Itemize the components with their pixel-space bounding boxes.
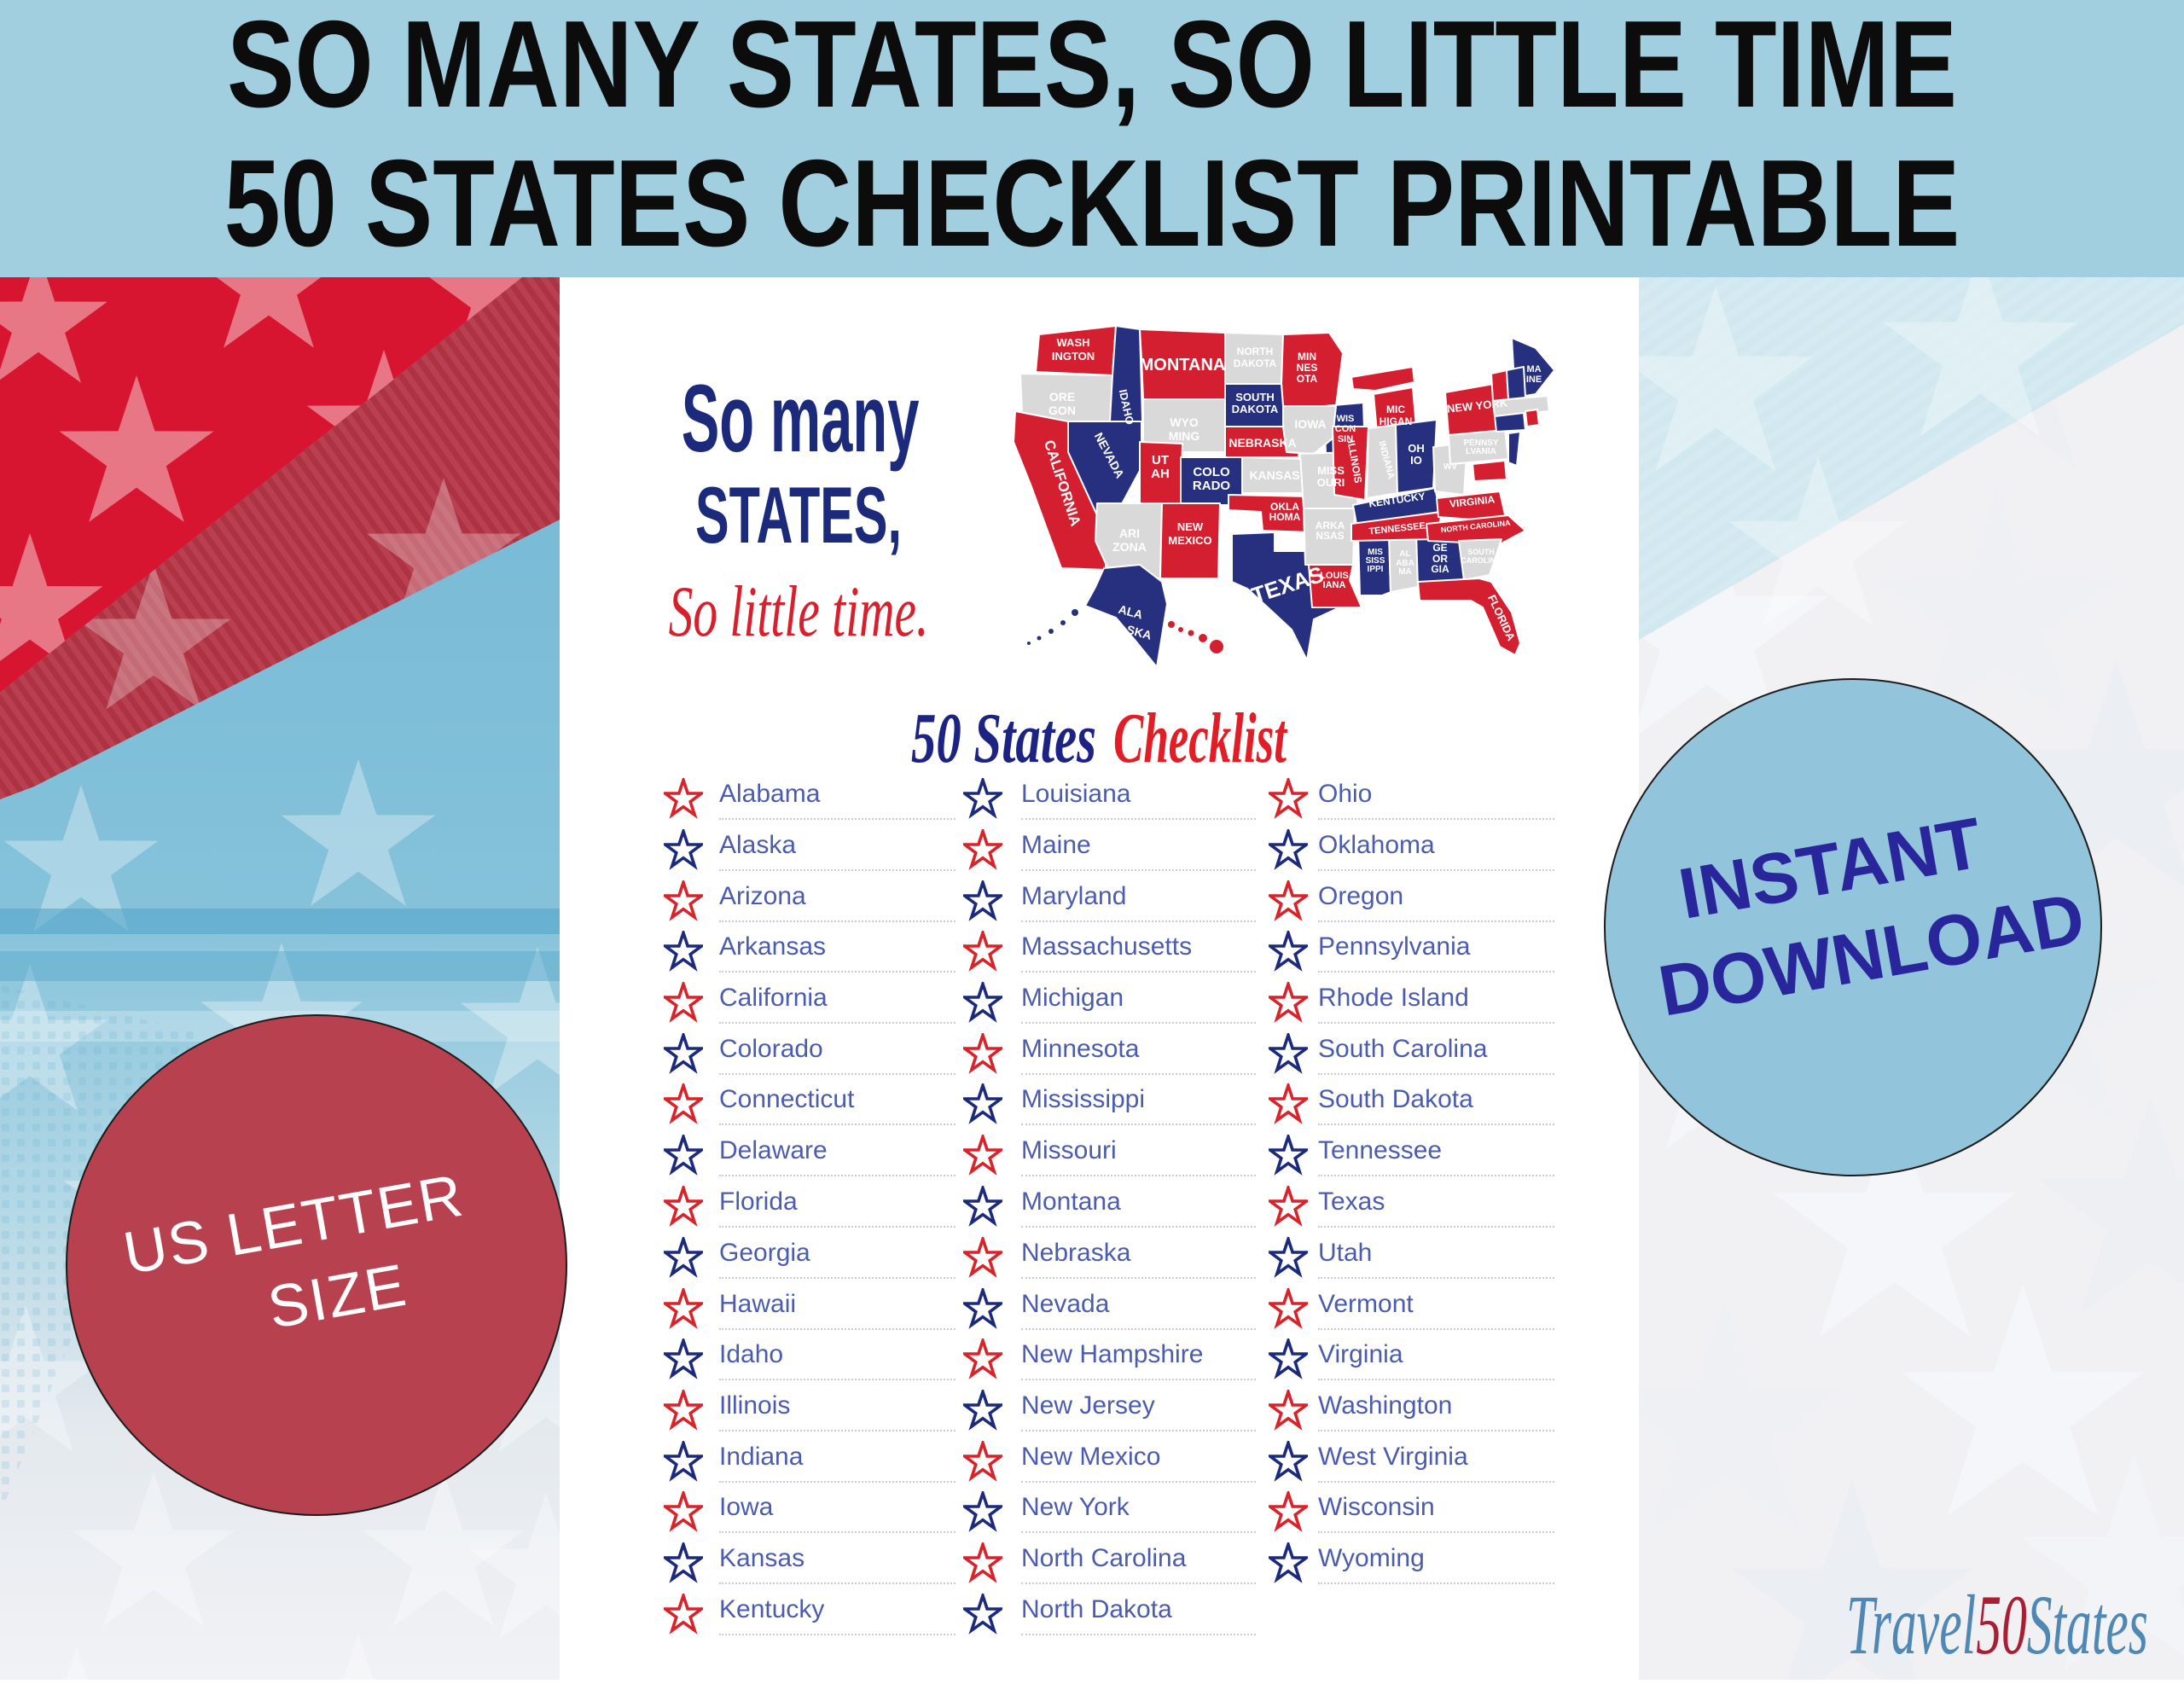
svg-text:CON: CON bbox=[1335, 424, 1356, 434]
svg-text:OURI: OURI bbox=[1317, 476, 1345, 489]
svg-text:LOUIS: LOUIS bbox=[1320, 571, 1349, 581]
svg-text:MEXICO: MEXICO bbox=[1168, 534, 1211, 547]
svg-text:INGTON: INGTON bbox=[1052, 350, 1095, 363]
svg-text:HOMA: HOMA bbox=[1269, 511, 1301, 523]
svg-text:MONTANA: MONTANA bbox=[1140, 356, 1226, 375]
svg-text:OH: OH bbox=[1408, 442, 1425, 455]
svg-text:AL: AL bbox=[1399, 549, 1410, 559]
svg-text:MIN: MIN bbox=[1298, 351, 1316, 363]
svg-text:SIN: SIN bbox=[1338, 434, 1353, 444]
svg-text:DAKOTA: DAKOTA bbox=[1232, 403, 1279, 415]
svg-text:IANA: IANA bbox=[1323, 580, 1346, 590]
svg-text:ZONA: ZONA bbox=[1112, 540, 1147, 554]
svg-text:50 States: 50 States bbox=[911, 704, 1096, 778]
svg-text:NORTH: NORTH bbox=[1237, 346, 1274, 357]
svg-text:SKA: SKA bbox=[1125, 623, 1153, 642]
svg-text:ARKA: ARKA bbox=[1316, 520, 1345, 531]
svg-text:UT: UT bbox=[1152, 453, 1169, 467]
svg-text:SISS: SISS bbox=[1366, 556, 1385, 566]
svg-text:IOWA: IOWA bbox=[1294, 417, 1326, 431]
svg-text:NEW YORK: NEW YORK bbox=[1446, 396, 1508, 415]
svg-text:GON: GON bbox=[1048, 404, 1076, 417]
svg-text:Checklist: Checklist bbox=[1113, 704, 1288, 778]
svg-text:NSAS: NSAS bbox=[1316, 530, 1344, 542]
svg-text:MIC: MIC bbox=[1386, 404, 1405, 415]
svg-text:ARI: ARI bbox=[1119, 526, 1140, 540]
svg-text:SOUTH: SOUTH bbox=[1235, 391, 1275, 404]
svg-text:MISS: MISS bbox=[1317, 464, 1345, 477]
svg-text:NEW: NEW bbox=[1177, 520, 1204, 533]
svg-text:SOUTH: SOUTH bbox=[1467, 548, 1495, 556]
svg-text:WV: WV bbox=[1443, 462, 1457, 472]
svg-text:NES: NES bbox=[1297, 362, 1318, 374]
svg-text:GE: GE bbox=[1432, 542, 1447, 554]
svg-text:IPPI: IPPI bbox=[1368, 565, 1384, 574]
svg-text:WIS: WIS bbox=[1337, 414, 1355, 424]
svg-text:CAROLINA: CAROLINA bbox=[1461, 556, 1502, 565]
svg-text:OKLA: OKLA bbox=[1270, 501, 1299, 513]
svg-text:WYO: WYO bbox=[1170, 415, 1199, 429]
svg-text:VIRGINIA: VIRGINIA bbox=[1449, 493, 1496, 510]
svg-text:LVANIA: LVANIA bbox=[1466, 447, 1496, 456]
svg-text:PENNSY: PENNSY bbox=[1463, 438, 1498, 448]
svg-text:MING: MING bbox=[1169, 429, 1200, 443]
svg-text:HIGAN: HIGAN bbox=[1380, 415, 1413, 427]
svg-text:ORE: ORE bbox=[1049, 390, 1075, 404]
svg-text:COLO: COLO bbox=[1193, 465, 1230, 479]
svg-text:DAKOTA: DAKOTA bbox=[1234, 357, 1277, 369]
svg-text:IO: IO bbox=[1410, 454, 1422, 467]
svg-text:MIS: MIS bbox=[1368, 548, 1383, 557]
svg-text:INE: INE bbox=[1526, 375, 1542, 385]
svg-text:ALA: ALA bbox=[1117, 602, 1144, 622]
svg-text:Travel50States: Travel50States bbox=[1846, 1577, 2148, 1672]
svg-text:NEBRASKA: NEBRASKA bbox=[1228, 436, 1296, 450]
svg-text:MA: MA bbox=[1398, 567, 1412, 577]
svg-text:RADO: RADO bbox=[1193, 479, 1230, 493]
svg-text:GIA: GIA bbox=[1431, 563, 1449, 575]
svg-text:KANSAS: KANSAS bbox=[1249, 468, 1299, 482]
svg-text:ABA: ABA bbox=[1396, 559, 1414, 568]
svg-text:OTA: OTA bbox=[1297, 373, 1318, 385]
svg-text:AH: AH bbox=[1151, 467, 1170, 481]
svg-text:OR: OR bbox=[1432, 553, 1448, 565]
svg-text:MA: MA bbox=[1526, 364, 1541, 375]
svg-text:WASH: WASH bbox=[1057, 336, 1090, 349]
